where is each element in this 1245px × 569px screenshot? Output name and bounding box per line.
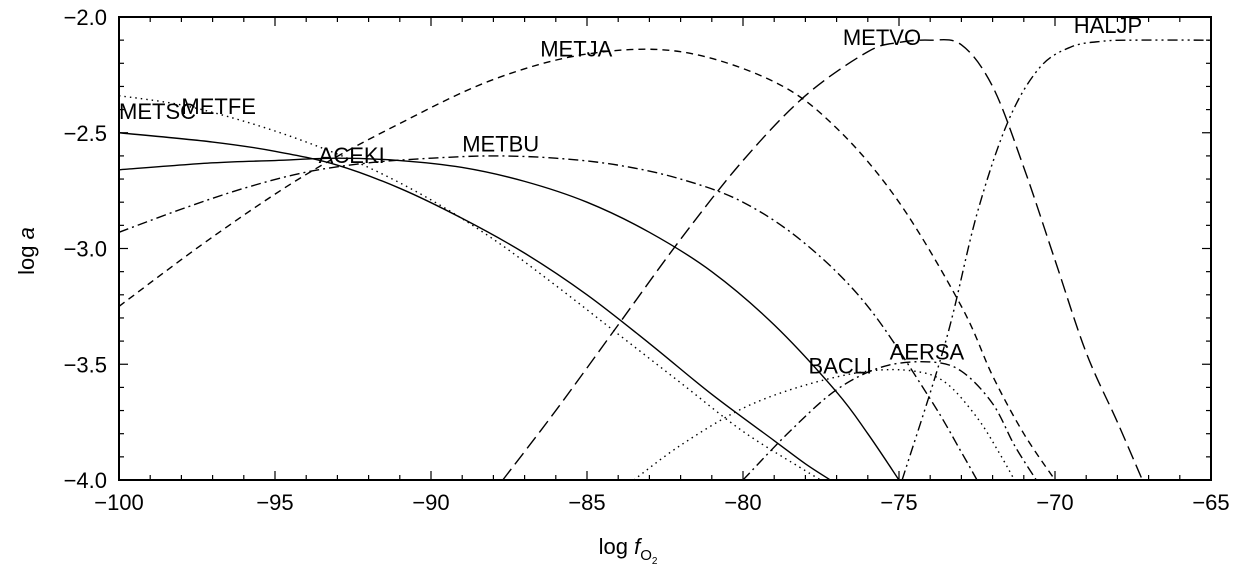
series-label-haljp: HALJP [1074,13,1142,38]
x-tick-label: −65 [1192,490,1229,515]
series-label-metja: METJA [540,36,612,61]
series-label-aceki: ACEKI [319,143,385,168]
y-tick-label: −3.5 [64,352,107,377]
tick-labels: −100 −95 −90 −85 −80 −75 −70 −65 −4.0 −3.5 −3.0 −2.… [64,5,1230,515]
y-tick-label: −4.0 [64,468,107,493]
series-label-metsc: METSC [119,99,196,124]
series-line-aceki [119,157,900,480]
series-label-aersa: AERSA [890,340,965,365]
series-line-haljp [901,39,1211,480]
plot-frame [118,16,1212,481]
series-line-bacli [633,368,1016,480]
y-axis-title: log a [14,227,39,275]
series-line-metja [119,48,1056,480]
series-labels: METSC ACEKI METFE METBU METJA METVO HALJP BACLI… [119,13,1142,378]
series-label-metvo: METVO [843,25,921,50]
x-tick-label: −90 [412,490,449,515]
y-tick-label: −2.0 [64,5,107,30]
series-label-metfe: METFE [181,94,256,119]
x-tick-label: −80 [724,490,761,515]
x-tick-label: −85 [568,490,605,515]
x-axis-title: log fO2 [599,534,658,567]
series-label-metbu: METBU [462,131,539,156]
series-line-metvo [502,39,1144,480]
series-line-metbu [119,155,978,480]
y-tick-label: −2.5 [64,121,107,146]
x-tick-label: −95 [256,490,293,515]
series-line-metfe [119,95,822,480]
x-tick-label: −70 [1036,490,1073,515]
series-line-metsc [119,132,831,480]
x-tick-label: −75 [880,490,917,515]
series-label-bacli: BACLI [809,354,873,379]
series-line-aersa [742,360,1037,480]
axis-ticks [118,16,1212,481]
series-curves [119,39,1211,480]
y-tick-label: −3.0 [64,237,107,262]
x-tick-label: −100 [94,490,144,515]
